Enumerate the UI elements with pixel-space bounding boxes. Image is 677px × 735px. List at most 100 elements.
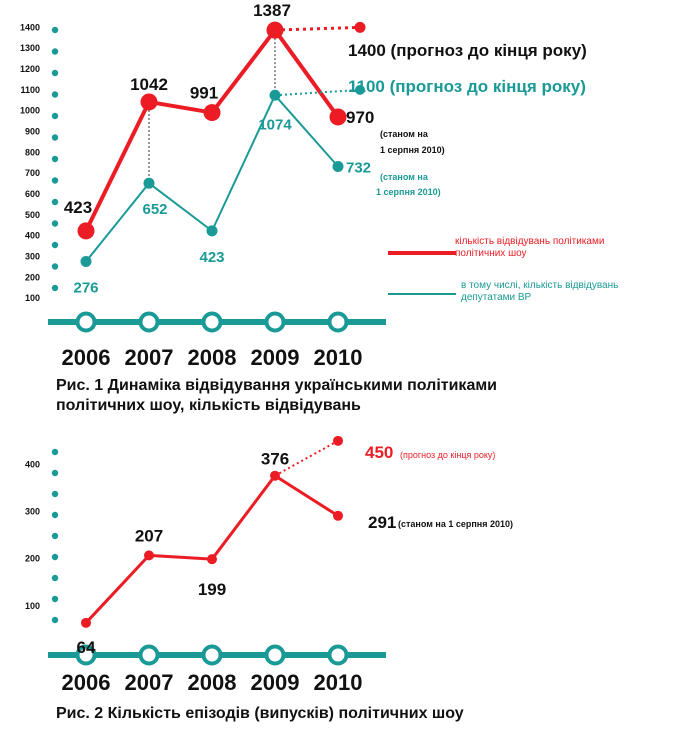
chart-1-y-tick-label: 400 (25, 231, 40, 241)
chart-2-x-axis-ring (327, 644, 349, 666)
chart-2: 100 200 300 400 2006 2007 2008 2009 2010 64 207 199… (25, 435, 513, 695)
chart-2-x-axis-ring (75, 644, 97, 666)
chart-1-series-2-data-label: 423 (199, 249, 224, 266)
chart-1-series-1-date-note: 1 серпня 2010) (380, 145, 445, 155)
chart-1-y-tick-label: 200 (25, 272, 40, 282)
chart-1-series-1-date-note: (станом на (380, 129, 429, 139)
chart-2-axis-dot (51, 595, 59, 603)
chart-1-y-tick-label: 1000 (20, 106, 40, 116)
chart-1-y-tick-label: 300 (25, 252, 40, 262)
chart-2-y-tick-label: 300 (25, 507, 40, 517)
chart-2-series-1-line (84, 474, 339, 624)
chart-1-y-tick-label: 1200 (20, 64, 40, 74)
chart-2-x-axis-ring (264, 644, 286, 666)
chart-1-series-1-data-label: 1042 (130, 75, 168, 94)
chart-1-legend-label: політичних шоу (455, 248, 527, 259)
chart-2-series-1-data-label: 199 (198, 580, 226, 599)
chart-1-y-tick-label: 100 (25, 293, 40, 303)
chart-1-y-tick-label: 1400 (20, 22, 40, 32)
chart-2-axis-dot (51, 574, 59, 582)
chart-1-legend-label: депутатами ВР (461, 292, 532, 303)
chart-1-axis-dot (51, 155, 59, 163)
chart-1-series-2-date-note: (станом на (380, 172, 429, 182)
chart-1-y-tick-label: 900 (25, 127, 40, 137)
chart-1-year-label: 2007 (125, 345, 174, 370)
chart-1-legend-label: в тому числі, кількість відвідувань (461, 280, 618, 291)
chart-1-axis-dot (51, 26, 59, 34)
chart-2-axis-dot (51, 448, 59, 456)
chart-1-series-2-point (80, 256, 92, 268)
chart-1-axis-dot (51, 284, 59, 292)
chart-2-series-1-data-label: 291 (368, 513, 396, 532)
figure-2-caption: Рис. 2 Кількість епізодів (випусків) пол… (56, 705, 464, 722)
chart-1-series-1-point (266, 21, 284, 39)
chart-2-axis-dot (51, 511, 59, 519)
chart-1-series-2-data-label: 652 (142, 201, 167, 218)
chart-2-x-axis-ring (201, 644, 223, 666)
chart-1-axis-dot (51, 198, 59, 206)
chart-1-series-2-forecast-line (274, 88, 361, 97)
chart-2-series-1-point (270, 470, 280, 481)
chart-1-axis-dot (51, 177, 59, 184)
chart-1-axis-dot (51, 134, 59, 141)
chart-1-y-tick-label: 1300 (20, 43, 40, 53)
chart-1-series-2-data-label: 276 (73, 280, 98, 297)
chart-1-y-tick-label: 1100 (20, 85, 40, 95)
chart-2-series-1-data-label: 207 (135, 526, 163, 545)
chart-1-series-2-point (332, 161, 344, 173)
chart-1-series-2-point (206, 225, 218, 237)
chart-1-x-axis-ring (201, 311, 223, 333)
chart-2-x-axis-ring (138, 644, 160, 666)
chart-1-year-label: 2006 (62, 345, 111, 370)
chart-2-y-tick-label: 200 (25, 554, 40, 564)
chart-2-series-1-forecast-note: (прогноз до кінця року) (400, 450, 495, 460)
figure-1-caption: Рис. 1 Динаміка відвідування українським… (56, 377, 498, 414)
chart-1-series-2-date-note: 1 серпня 2010) (376, 187, 441, 197)
chart-2-year-label: 2006 (62, 670, 111, 695)
chart-2-series-1-forecast-label: 450 (365, 443, 393, 462)
chart-2-axis-dot (51, 490, 59, 498)
chart-1-series-1-point (77, 222, 95, 240)
chart-1-axis-dot (51, 241, 59, 249)
chart-2-series-1-data-label: 64 (77, 638, 96, 657)
chart-1-series-1-data-label: 970 (346, 108, 374, 127)
chart-1-x-axis-ring (75, 311, 97, 333)
chart-2-y-tick-label: 100 (25, 601, 40, 611)
chart-2-series-1-point (207, 554, 217, 565)
chart-1-series-1-data-label: 423 (64, 198, 92, 217)
chart-2-year-label: 2010 (314, 670, 363, 695)
chart-1-series-1-data-label: 991 (190, 84, 218, 103)
chart-1-legend-label: кількість відвідувань політиками (455, 236, 604, 247)
chart-1-series-1-point (329, 108, 347, 126)
chart-2-series-1-date-note: (станом на 1 серпня 2010) (398, 519, 513, 529)
chart-2-axis-dot (51, 553, 59, 561)
chart-2-year-label: 2008 (188, 670, 237, 695)
chart-2-series-1-point (333, 510, 343, 521)
chart-1-axis-dot (51, 69, 59, 77)
chart-2-year-label: 2009 (251, 670, 300, 695)
chart-2-series-1-forecast-line (274, 439, 339, 477)
chart-1-axis-dot (51, 112, 59, 120)
chart-1-axis-dot (51, 220, 59, 227)
chart-1-x-axis-ring (327, 311, 349, 333)
chart-1-axis-dot (51, 263, 59, 270)
chart-1-series-1-forecast-line (274, 25, 361, 32)
chart-2-series-1-forecast-point (333, 435, 343, 446)
chart-1-series-1-point (140, 93, 158, 111)
chart-2-y-tick-label: 400 (25, 459, 40, 469)
chart-1-series-1-point (203, 104, 221, 122)
chart-1-year-label: 2010 (314, 345, 363, 370)
chart-1-series-1-line (84, 28, 340, 232)
chart-1-series-1-forecast-point (354, 21, 366, 33)
chart-2-year-label: 2007 (125, 670, 174, 695)
chart-1: 100 200 300 400 500 600 700 800 900 1000 1100 1200 1… (20, 1, 618, 370)
chart-2-series-1-point (144, 550, 154, 561)
chart-1-y-tick-label: 700 (25, 168, 40, 178)
chart-1-series-2-forecast-label: 1100 (прогноз до кінця року) (348, 77, 586, 96)
chart-1-axis-dot (51, 48, 59, 55)
chart-1-series-1-forecast-label: 1400 (прогноз до кінця року) (348, 41, 587, 60)
chart-1-x-axis-ring (264, 311, 286, 333)
chart-1-series-2-point (143, 177, 155, 189)
chart-2-axis-dot (51, 532, 59, 540)
